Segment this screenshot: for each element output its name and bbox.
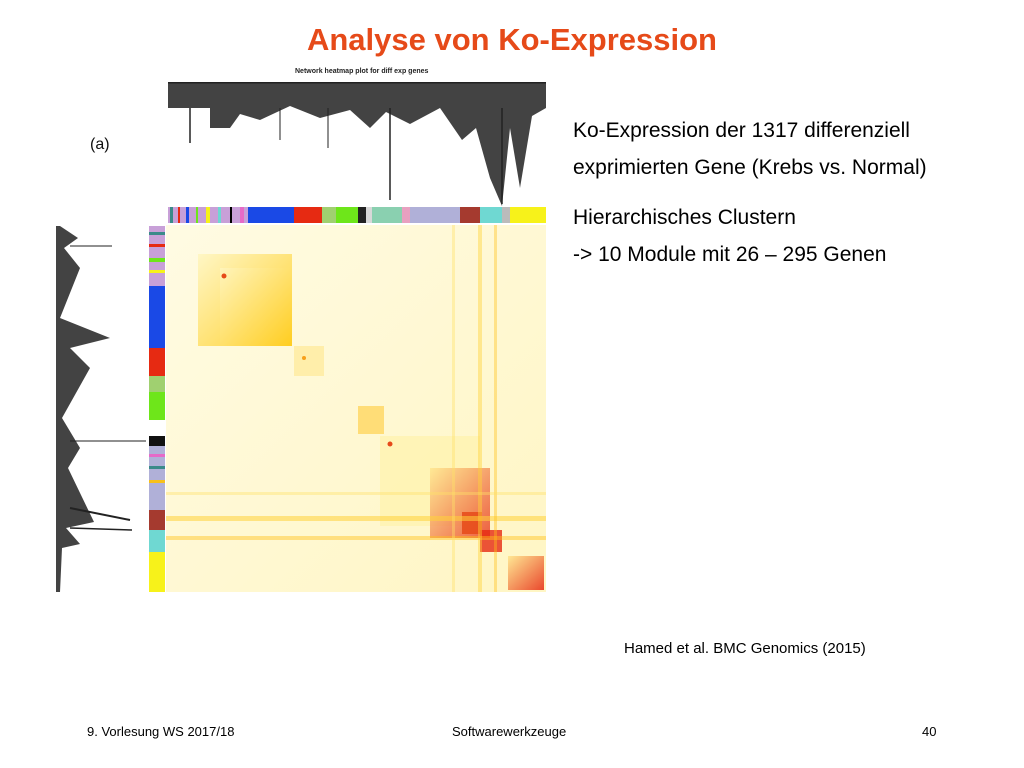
bullet-line-2: exprimierten Gene (Krebs vs. Normal) — [573, 156, 927, 179]
left-module-color-bar — [149, 226, 165, 592]
footer-page-number: 40 — [922, 724, 937, 739]
top-dendrogram — [168, 82, 546, 206]
footer-course: Softwarewerkzeuge — [452, 724, 567, 739]
slide-title: Analyse von Ko-Expression — [306, 22, 717, 57]
bullet-line-3: Hierarchisches Clustern — [573, 206, 796, 229]
figure-panel-label: (a) — [90, 136, 110, 153]
citation: Hamed et al. BMC Genomics (2015) — [624, 640, 866, 657]
left-dendrogram — [56, 226, 146, 592]
figure-caption: Network heatmap plot for diff exp genes — [295, 68, 429, 75]
bullet-line-4: -> 10 Module mit 26 – 295 Genen — [573, 243, 887, 266]
slide-bullets: Ko-Expression der 1317 differenziell exp… — [573, 112, 1013, 273]
coexpression-heatmap-figure — [56, 82, 546, 592]
footer-lecture: 9. Vorlesung WS 2017/18 — [87, 724, 235, 739]
top-module-color-bar — [168, 207, 546, 223]
bullet-line-1: Ko-Expression der 1317 differenziell — [573, 119, 910, 142]
coexpression-heatmap — [166, 225, 546, 592]
